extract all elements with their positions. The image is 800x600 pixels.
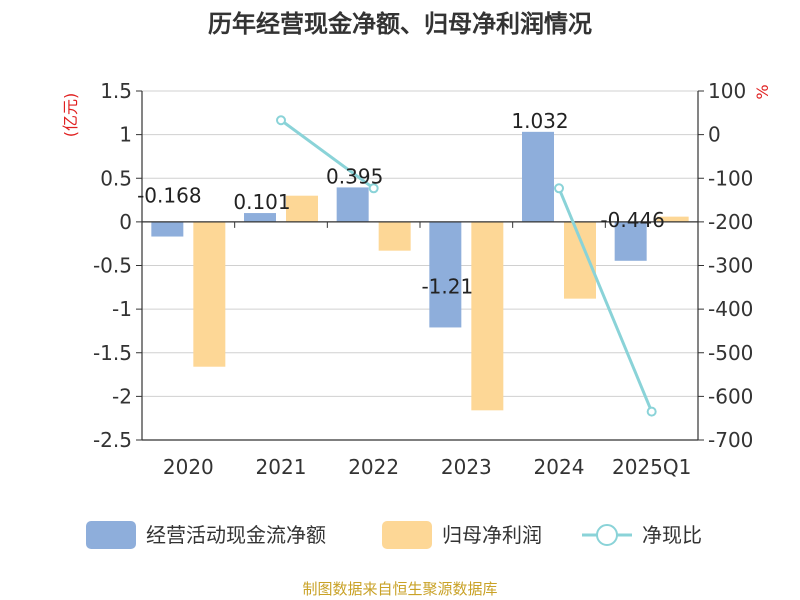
- net-profit-bar: [193, 221, 226, 367]
- category-label: 2021: [256, 455, 307, 479]
- line-segment: [557, 187, 654, 413]
- cash-flow-data-label: -1.21: [421, 274, 473, 298]
- cash-flow-bar: [522, 131, 554, 222]
- legend-net-profit[interactable]: 归母净利润: [382, 521, 542, 549]
- axes: 1.5 1 0.5 0 -0.5 -1 -1.5 -2 -2.5 100 0 -100 -200 -300…: [93, 79, 753, 479]
- right-tick-label: 0: [708, 123, 721, 147]
- left-tick-label: 1.5: [100, 79, 132, 103]
- data-labels: -0.168 0.101 0.395 -1.21 1.032 -0.446: [137, 109, 665, 299]
- cash-flow-bar: [336, 187, 369, 222]
- legend-swatch: [382, 521, 432, 549]
- cash-flow-data-label: 0.101: [233, 190, 290, 214]
- category-label: 2023: [441, 455, 492, 479]
- chart-title: 历年经营现金净额、归母净利润情况: [208, 10, 592, 38]
- net-profit-bar: [286, 195, 318, 222]
- cash-flow-bar: [244, 213, 276, 222]
- right-tick-label: -700: [708, 428, 753, 452]
- right-tick-label: -500: [708, 341, 753, 365]
- right-tick-label: 100: [708, 79, 746, 103]
- right-tick-label: -100: [708, 166, 753, 190]
- category-label: 2022: [348, 455, 399, 479]
- line-point: [276, 115, 286, 126]
- right-tick-label: -200: [708, 210, 753, 234]
- line-point: [554, 183, 564, 194]
- right-tick-label: -600: [708, 384, 753, 408]
- left-tick-label: -0.5: [93, 254, 132, 278]
- cash-flow-bar: [151, 221, 184, 237]
- left-tick-label: 0: [119, 210, 132, 234]
- legend[interactable]: 经营活动现金流净额 归母净利润 净现比: [86, 521, 702, 549]
- legend-net-cash-ratio[interactable]: 净现比: [582, 523, 702, 547]
- legend-label: 净现比: [642, 523, 702, 547]
- left-tick-label: -2.5: [93, 428, 132, 452]
- left-tick-label: 0.5: [100, 166, 132, 190]
- source-note: 制图数据来自恒生聚源数据库: [302, 580, 497, 598]
- net-profit-bar: [378, 221, 411, 251]
- legend-cash-flow[interactable]: 经营活动现金流净额: [86, 521, 326, 549]
- legend-swatch: [86, 521, 136, 549]
- gridlines: [142, 90, 698, 441]
- line-point: [368, 183, 379, 194]
- line-segment: [280, 119, 375, 190]
- left-tick-label: 1: [119, 123, 132, 147]
- legend-label: 归母净利润: [442, 523, 542, 547]
- right-tick-label: -400: [708, 297, 753, 321]
- right-tick-label: -300: [708, 254, 753, 278]
- right-axis-unit: %: [753, 84, 772, 99]
- cash-flow-data-label: -0.168: [137, 184, 201, 208]
- bars: [151, 131, 689, 411]
- left-tick-label: -2: [112, 384, 132, 408]
- cash-flow-data-label: 1.032: [511, 109, 568, 133]
- net-profit-bar: [656, 216, 689, 222]
- left-tick-label: -1: [112, 297, 132, 321]
- net-cash-ratio-line: [276, 115, 657, 417]
- line-point: [646, 406, 657, 417]
- legend-marker: [596, 524, 618, 546]
- left-tick-label: -1.5: [93, 341, 132, 365]
- left-axis-unit: (亿元): [61, 93, 80, 138]
- cash-flow-bar: [614, 221, 647, 261]
- cash-flow-data-label: -0.446: [600, 208, 664, 232]
- cash-flow-bar: [429, 221, 462, 328]
- net-profit-bar: [564, 221, 596, 299]
- legend-label: 经营活动现金流净额: [146, 523, 326, 547]
- category-label: 2024: [534, 455, 585, 479]
- category-label: 2020: [163, 455, 214, 479]
- cash-flow-data-label: 0.395: [326, 164, 383, 188]
- category-label: 2025Q1: [612, 455, 691, 479]
- net-profit-bar: [471, 221, 504, 411]
